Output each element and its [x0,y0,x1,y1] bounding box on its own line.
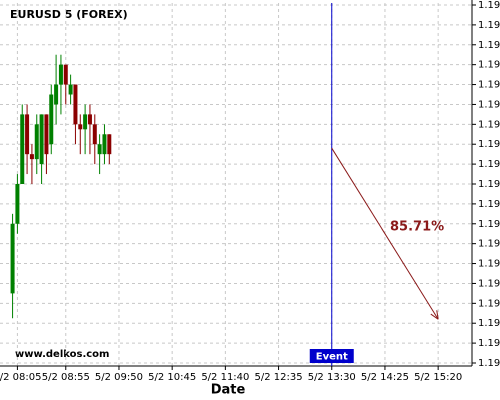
y-tick-label: 1.1986 [478,60,500,71]
candle-body [63,64,68,85]
x-tick-label: 5/2 14:25 [361,372,409,383]
y-tick-label: 1.1964 [478,278,500,289]
x-tick-label: 5/2 09:50 [95,372,143,383]
candle-body [20,114,25,184]
y-tick-label: 1.1970 [478,219,500,230]
y-tick-label: 1.1972 [478,199,500,210]
y-tick-label: 1.1974 [478,179,500,190]
y-tick-label: 1.1962 [478,298,500,309]
candle-body [15,184,20,224]
candle-body [102,134,107,155]
candle-body [87,114,92,125]
x-tick-label: 5/2 13:30 [308,372,356,383]
y-tick-label: 1.1980 [478,119,500,130]
y-tick-label: 1.1982 [478,99,500,110]
candle-body [10,223,15,294]
x-tick-label: 5/2 08:55 [42,372,90,383]
candle-body [39,114,44,165]
y-tick-label: 1.1956 [478,358,500,369]
candle-body [25,114,30,155]
candle-body [54,84,59,105]
x-axis-label: Date [211,383,246,398]
y-tick-label: 1.1968 [478,239,500,250]
x-tick-label: 5/2 08:05 [0,372,41,383]
y-tick-label: 1.1960 [478,318,500,329]
candle-body [78,124,83,130]
candle-body [29,154,34,160]
event-label: Event [316,352,348,363]
y-tick-label: 1.1984 [478,80,500,91]
event-label-box [309,349,354,363]
candle-body [73,84,78,125]
x-tick-label: 5/2 15:20 [414,372,462,383]
x-tick-label: 5/2 12:35 [255,372,303,383]
watermark: www.delkos.com [15,349,109,360]
candle-body [92,124,97,145]
y-tick-label: 1.1988 [478,40,500,51]
candle-body [44,114,49,155]
candle-body [34,124,39,160]
chart-title: EURUSD 5 (FOREX) [10,8,128,21]
y-tick-label: 1.1978 [478,139,500,150]
y-tick-label: 1.1992 [478,0,500,11]
forecast-arrow [331,147,439,320]
candle-body [49,94,54,145]
x-tick-label: 5/2 11:40 [201,372,249,383]
candle-body [68,84,73,95]
arrow-head [430,313,439,320]
y-tick-label: 1.1966 [478,259,500,270]
arrow-label: 85.71% [390,220,444,235]
x-tick-label: 5/2 10:45 [148,372,196,383]
y-tick-label: 1.1958 [478,338,500,349]
candle-body [58,64,63,85]
y-tick-label: 1.1990 [478,20,500,31]
candle-body [107,134,112,155]
candle-body [97,144,102,155]
arrow-head [436,310,439,320]
y-tick-label: 1.1976 [478,159,500,170]
candle-body [83,114,88,130]
